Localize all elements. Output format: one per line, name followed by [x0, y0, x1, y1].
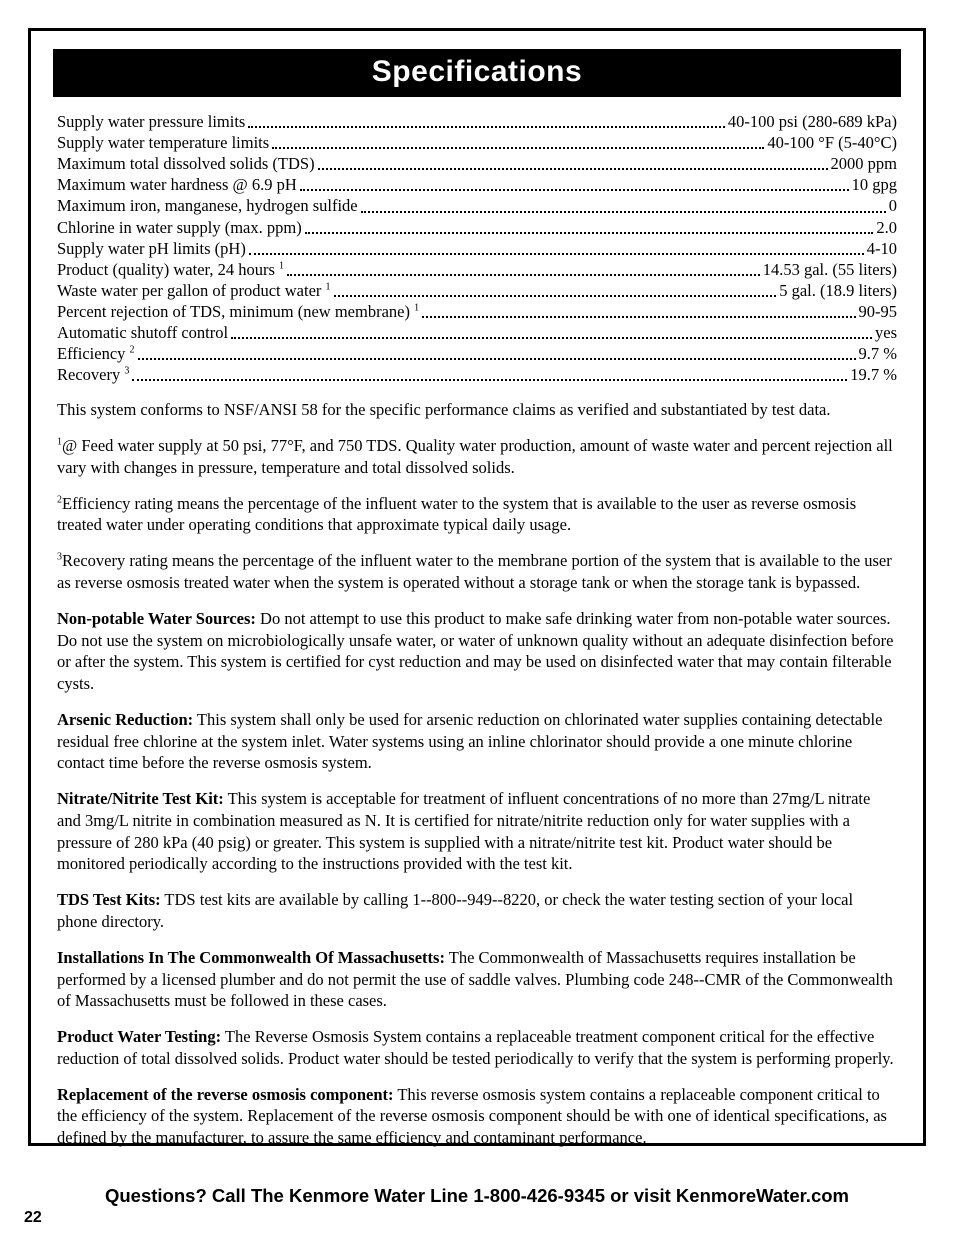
- spec-label: Percent rejection of TDS, minimum (new m…: [57, 301, 419, 322]
- spec-label: Supply water pressure limits: [57, 111, 245, 132]
- leader-dots: [300, 180, 849, 192]
- leader-dots: [248, 116, 725, 128]
- spec-value: 19.7 %: [850, 364, 897, 385]
- section-paragraph: Arsenic Reduction: This system shall onl…: [57, 709, 897, 774]
- spec-sup: 1: [414, 302, 419, 313]
- spec-value: 40-100 °F (5-40°C): [767, 132, 897, 153]
- spec-label: Supply water temperature limits: [57, 132, 269, 153]
- spec-row: Waste water per gallon of product water …: [57, 280, 897, 301]
- section-title: Specifications: [53, 49, 901, 97]
- spec-row: Recovery 3 19.7 %: [57, 364, 897, 385]
- spec-row: Maximum iron, manganese, hydrogen sulfid…: [57, 195, 897, 216]
- leader-dots: [287, 264, 760, 276]
- spec-label: Maximum total dissolved solids (TDS): [57, 153, 315, 174]
- footnote-text: Efficiency rating means the percentage o…: [57, 494, 856, 535]
- leader-dots: [249, 243, 864, 255]
- spec-sup: 2: [130, 345, 135, 356]
- spec-row: Supply water pH limits (pH) 4-10: [57, 238, 897, 259]
- spec-value: 2000 ppm: [831, 153, 897, 174]
- spec-row: Percent rejection of TDS, minimum (new m…: [57, 301, 897, 322]
- spec-label: Waste water per gallon of product water …: [57, 280, 331, 301]
- spec-sup: 3: [124, 366, 129, 377]
- spec-value: 10 gpg: [852, 174, 897, 195]
- footnote-text: Recovery rating means the percentage of …: [57, 551, 892, 592]
- section-paragraph: TDS Test Kits: TDS test kits are availab…: [57, 889, 897, 933]
- content-frame: Specifications Supply water pressure lim…: [28, 28, 926, 1146]
- section-paragraph: Non-potable Water Sources: Do not attemp…: [57, 608, 897, 695]
- section-heading: Replacement of the reverse osmosis compo…: [57, 1085, 394, 1104]
- section-paragraph: Product Water Testing: The Reverse Osmos…: [57, 1026, 897, 1070]
- spec-sup: 1: [326, 281, 331, 292]
- section-paragraph: Nitrate/Nitrite Test Kit: This system is…: [57, 788, 897, 875]
- spec-value: 5 gal. (18.9 liters): [779, 280, 897, 301]
- spec-row: Supply water pressure limits 40-100 psi (…: [57, 111, 897, 132]
- spec-label: Maximum water hardness @ 6.9 pH: [57, 174, 297, 195]
- page-number: 22: [24, 1209, 42, 1227]
- spec-value: 4-10: [867, 238, 897, 259]
- leader-dots: [132, 370, 847, 382]
- sections-block: Non-potable Water Sources: Do not attemp…: [57, 608, 897, 1149]
- spec-sup: 1: [279, 260, 284, 271]
- spec-value: yes: [875, 322, 897, 343]
- leader-dots: [361, 201, 886, 213]
- section-heading: Nitrate/Nitrite Test Kit:: [57, 789, 224, 808]
- leader-dots: [138, 348, 856, 360]
- spec-label: Product (quality) water, 24 hours 1: [57, 259, 284, 280]
- spec-label: Automatic shutoff control: [57, 322, 228, 343]
- leader-dots: [318, 158, 828, 170]
- spec-label: Chlorine in water supply (max. ppm): [57, 217, 302, 238]
- conformance-statement: This system conforms to NSF/ANSI 58 for …: [57, 399, 897, 421]
- footnote-2: 2Efficiency rating means the percentage …: [57, 493, 897, 537]
- spec-row: Maximum total dissolved solids (TDS) 2000…: [57, 153, 897, 174]
- leader-dots: [231, 327, 872, 339]
- spec-value: 2.0: [876, 217, 897, 238]
- footnote-1: 1@ Feed water supply at 50 psi, 77°F, an…: [57, 435, 897, 479]
- spec-value: 9.7 %: [859, 343, 898, 364]
- spec-label: Efficiency 2: [57, 343, 135, 364]
- leader-dots: [305, 222, 874, 234]
- specifications-list: Supply water pressure limits 40-100 psi (…: [57, 111, 897, 385]
- section-heading: Installations In The Commonwealth Of Mas…: [57, 948, 445, 967]
- spec-row: Chlorine in water supply (max. ppm) 2.0: [57, 217, 897, 238]
- section-body: TDS test kits are available by calling 1…: [57, 890, 853, 931]
- spec-row: Supply water temperature limits 40-100 °F…: [57, 132, 897, 153]
- page: Specifications Supply water pressure lim…: [0, 0, 954, 1235]
- footnote-text: @ Feed water supply at 50 psi, 77°F, and…: [57, 436, 893, 477]
- section-heading: Non-potable Water Sources:: [57, 609, 256, 628]
- leader-dots: [272, 137, 764, 149]
- spec-value: 40-100 psi (280-689 kPa): [728, 111, 897, 132]
- section-paragraph: Replacement of the reverse osmosis compo…: [57, 1084, 897, 1149]
- spec-label: Supply water pH limits (pH): [57, 238, 246, 259]
- spec-row: Automatic shutoff control yes: [57, 322, 897, 343]
- spec-label: Maximum iron, manganese, hydrogen sulfid…: [57, 195, 358, 216]
- notes-block: This system conforms to NSF/ANSI 58 for …: [57, 399, 897, 1148]
- section-heading: Arsenic Reduction:: [57, 710, 193, 729]
- footnote-3: 3Recovery rating means the percentage of…: [57, 550, 897, 594]
- spec-value: 90-95: [859, 301, 898, 322]
- spec-label: Recovery 3: [57, 364, 129, 385]
- leader-dots: [422, 306, 855, 318]
- spec-row: Maximum water hardness @ 6.9 pH 10 gpg: [57, 174, 897, 195]
- spec-value: 14.53 gal. (55 liters): [763, 259, 897, 280]
- page-footer: Questions? Call The Kenmore Water Line 1…: [0, 1185, 954, 1207]
- leader-dots: [334, 285, 777, 297]
- spec-row: Efficiency 2 9.7 %: [57, 343, 897, 364]
- section-heading: TDS Test Kits:: [57, 890, 161, 909]
- spec-value: 0: [889, 195, 897, 216]
- section-heading: Product Water Testing:: [57, 1027, 221, 1046]
- section-paragraph: Installations In The Commonwealth Of Mas…: [57, 947, 897, 1012]
- spec-row: Product (quality) water, 24 hours 1 14.53…: [57, 259, 897, 280]
